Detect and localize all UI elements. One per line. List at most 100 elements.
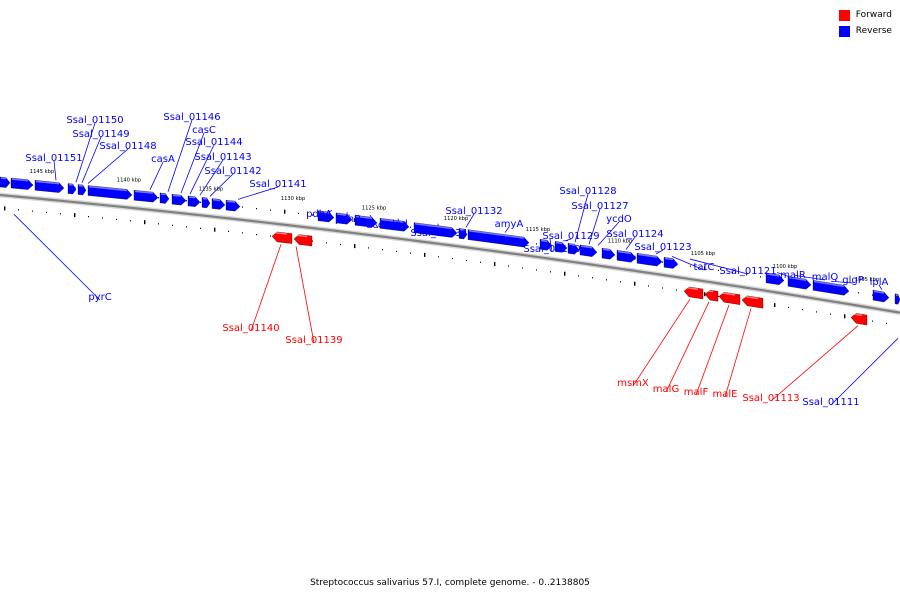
reverse-gene-arrow [34,180,65,193]
reverse-gene-label: Ssal_01143 [194,152,251,163]
track-dot-lower [46,211,47,213]
track-dot-lower [452,258,453,260]
track-line [0,193,900,314]
leader-line [237,186,279,200]
reverse-gene-label: Ssal_01128 [559,186,616,197]
leader-line [597,221,620,246]
forward-gene-label: Ssal_01139 [285,335,342,346]
track-dot-lower [4,206,6,211]
legend-forward-label: Forward [855,10,892,20]
track-dot-lower [704,292,706,297]
reverse-gene-label: Ssal_01130 [523,244,580,255]
legend: Forward Reverse [838,8,892,40]
track-dot-upper [718,269,719,271]
track-dot-lower [564,271,566,276]
track-dot-lower [130,220,131,222]
track-dot-lower [494,262,496,267]
reverse-gene-label: Ssal_01121 [719,266,776,277]
reverse-gene-arrow [159,192,170,204]
track-dot-lower [830,313,831,315]
forward-gene-label: malF [684,387,709,398]
track-dot-lower [424,252,426,257]
reverse-gene-arrow [616,250,637,263]
track-dot-lower [606,279,607,281]
track-dot-lower [718,295,719,297]
track-dot-lower [200,227,201,229]
track-dot-lower [410,252,411,254]
track-dot-lower [620,281,621,283]
kbp-tick-label: 1135 kbp [199,186,224,192]
reverse-gene-arrow [458,228,468,240]
reverse-gene-arrow [317,210,335,223]
track-dot-lower [172,224,173,226]
track-dot-lower [354,244,356,249]
forward-gene-label: Ssal_01113 [742,393,799,404]
leader-line [504,226,510,233]
track-dot-upper [410,226,411,228]
leader-line [724,308,752,398]
track-dot-lower [60,213,61,215]
leader-line [689,258,749,275]
track-dot-upper [284,209,286,214]
leader-line [189,144,215,195]
track-dot-lower [648,285,649,287]
reverse-gene-label: Ssal_01129 [542,231,599,242]
leader-line [167,119,193,192]
reverse-gene-label: ycdO [606,214,632,225]
reverse-gene-arrow [413,222,458,238]
track-dot-lower [816,311,817,313]
track-dot-upper [858,292,859,294]
track-dot-upper [200,201,201,203]
reverse-gene-label: aceF [366,220,390,231]
track-dot-upper [270,209,271,211]
leader-line [830,338,899,406]
track-dot-upper [732,272,733,274]
reverse-gene-arrow [225,199,241,212]
track-dot-lower [578,275,579,277]
reverse-gene-arrow [539,239,553,251]
reverse-gene-arrow [77,184,87,196]
track-dot-upper [690,265,691,267]
forward-gene-arrow [718,291,741,305]
track-dot-lower [326,242,327,244]
leader-line [632,298,691,387]
forward-gene-arrow [683,286,704,300]
reverse-gene-arrow [894,293,900,305]
track-dot-lower [438,256,439,258]
reverse-gene-arrow [171,194,187,206]
track-dot-lower [480,261,481,263]
track-dot-lower [312,240,313,242]
leader-line [81,136,102,184]
leader-line [770,325,859,402]
reverse-gene-label: malQ [812,272,839,283]
reverse-gene-label: Ssal_01151 [25,153,82,164]
reverse-gene-arrow [765,272,785,285]
leader-line [75,122,96,183]
reverse-gene-arrow [379,218,410,232]
track-dot-lower [396,250,397,252]
track-dot-lower [466,259,467,261]
leader-line [625,236,636,250]
track-dot-upper [186,200,187,202]
reverse-gene-label: Ssal_01124 [606,229,663,240]
leader-line [655,249,664,255]
forward-gene-arrow [271,231,293,244]
forward-gene-label: malG [653,384,679,395]
leader-line [87,148,129,184]
legend-reverse: Reverse [838,24,892,38]
forward-gene-arrow [293,234,313,247]
leader-line [830,280,854,284]
reverse-gene-arrow [211,198,226,210]
leader-line [149,161,164,191]
kbp-tick-label: 1095 kbp [855,277,880,283]
track-dot-lower [186,226,187,228]
track-dot-lower [382,249,383,251]
reverse-gene-label: Ssal_01150 [66,115,123,126]
track-dot-lower [228,230,229,232]
reverse-gene-arrow [87,185,133,200]
track-dot-lower [788,306,789,308]
track-dot-upper [256,208,257,210]
track-dot-lower [102,217,103,219]
